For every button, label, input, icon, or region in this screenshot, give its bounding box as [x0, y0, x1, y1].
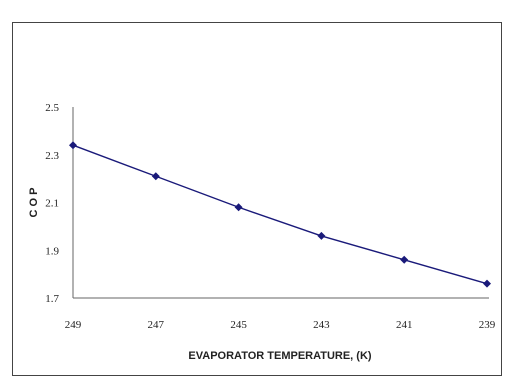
- data-point: [69, 141, 77, 150]
- data-point: [234, 203, 243, 212]
- x-tick-label: 249: [65, 319, 82, 331]
- x-tick-labels: 249 247 245 243 241 239: [65, 319, 496, 331]
- series-cop: [69, 141, 491, 288]
- x-tick-label: 239: [479, 319, 496, 331]
- axes: [72, 107, 489, 299]
- y-tick-label: 2.1: [45, 198, 59, 210]
- data-point: [317, 231, 326, 240]
- y-tick-label: 1.9: [45, 245, 59, 257]
- y-tick-label: 2.5: [45, 102, 59, 114]
- y-axis-title: C O P: [28, 188, 40, 218]
- data-point: [400, 255, 409, 264]
- x-tick-label: 245: [230, 319, 247, 331]
- x-tick-label: 243: [313, 319, 330, 331]
- x-tick-label: 241: [396, 319, 413, 331]
- y-tick-labels: 2.5 2.3 2.1 1.9 1.7: [45, 102, 59, 305]
- x-axis-title: EVAPORATOR TEMPERATURE, (K): [188, 350, 371, 362]
- x-tick-label: 247: [148, 319, 165, 331]
- data-point: [151, 172, 160, 181]
- y-tick-label: 2.3: [45, 150, 59, 162]
- series-line: [72, 144, 488, 285]
- data-point: [483, 279, 491, 288]
- y-tick-label: 1.7: [45, 293, 59, 305]
- chart-frame: 2.5 2.3 2.1 1.9 1.7 249 247 245 243 241 239 EVAPO…: [12, 22, 502, 376]
- cop-line-chart: 2.5 2.3 2.1 1.9 1.7 249 247 245 243 241 239 EVAPO…: [28, 102, 496, 362]
